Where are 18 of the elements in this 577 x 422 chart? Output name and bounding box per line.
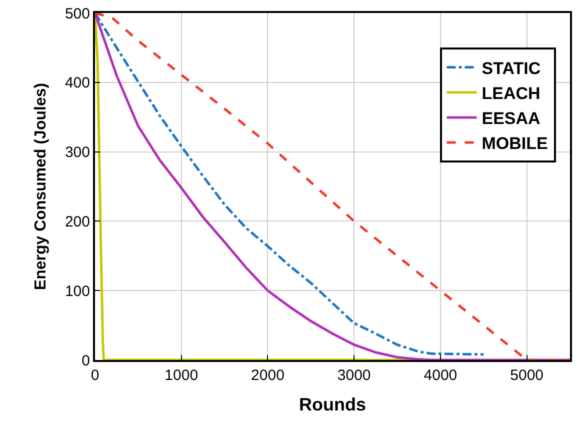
y-tick-label: 0: [82, 352, 90, 370]
y-tick-label: 200: [64, 213, 90, 230]
y-tick-label: 500: [64, 5, 90, 22]
y-tick-label: 400: [64, 74, 90, 92]
y-tick-label: 100: [64, 282, 90, 300]
x-tick-label: 1000: [164, 367, 198, 384]
x-tick-label: 3000: [337, 367, 371, 384]
y-axis-title: Energy Consumed (Joules): [32, 82, 50, 290]
y-tick-label: 300: [64, 144, 90, 162]
legend-label: STATIC: [482, 58, 541, 78]
x-tick-label: 4000: [424, 367, 458, 384]
x-tick-label: 5000: [510, 367, 544, 384]
x-tick-label: 2000: [251, 367, 284, 384]
line-series: [95, 13, 570, 360]
legend-label: MOBILE: [482, 134, 548, 154]
x-axis-title: Rounds: [299, 394, 366, 415]
legend-label: EESAA: [482, 109, 540, 128]
legend-label: LEACH: [482, 84, 540, 103]
